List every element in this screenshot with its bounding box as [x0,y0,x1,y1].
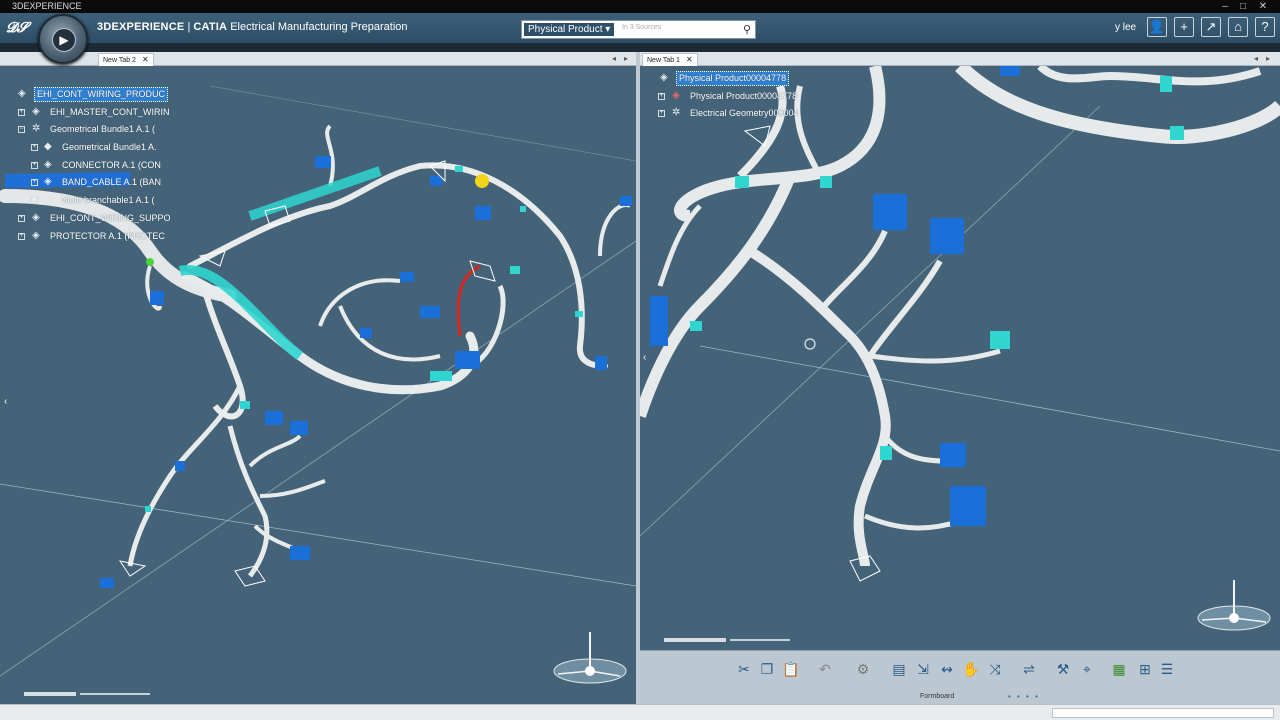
robot-compass-icon[interactable] [1196,576,1276,640]
product-icon: ◈ [32,229,40,241]
add-icon[interactable]: + [1174,17,1194,37]
window-title: 3DEXPERIENCE [12,1,82,11]
maximize-button[interactable]: □ [1239,1,1247,12]
search-input[interactable]: In 3 Sources [622,24,662,31]
action-bar: ✂ ❐ 📋 ↶ ⚙ ▤ ⇲ ↭ ✋ ⤨ ⇌ ⚒ ⌖ ▦ ⊞ ☰ Formboar… [640,650,1280,704]
tab-scroll-left-icon[interactable]: ◂ [1254,54,1259,63]
paste-icon[interactable]: 📋 [782,661,800,677]
geometry-icon: ✲ [672,107,681,119]
scrollbar-thumb[interactable] [24,692,76,696]
expand-icon[interactable]: + [31,179,38,187]
grid-icon[interactable]: ⊞ [1139,661,1151,677]
left-harness-model[interactable] [0,66,636,704]
table-icon[interactable]: ▤ [892,661,906,677]
scrollbar-thumb[interactable] [664,638,726,642]
branch-icon[interactable]: ⤨ [989,661,1001,677]
status-input-field[interactable] [1052,708,1274,718]
play-icon: ▶ [52,28,76,52]
connector-icon: ◈ [44,158,52,170]
product-icon: ◈ [32,105,40,117]
expand-icon[interactable]: + [658,92,665,100]
band-icon: ◈ [44,176,52,188]
search-box[interactable]: Physical Product ▾ In 3 Sources ⚲ [521,20,756,39]
right-pane: New Tab 1 ✕ ◂ ▸ [640,52,1280,704]
help-icon[interactable]: ? [1255,17,1275,37]
compass-button[interactable]: ▶ [38,14,88,64]
hand-icon[interactable]: ✋ [962,661,980,677]
right-harness-model[interactable] [640,61,1280,650]
scrollbar-track[interactable] [730,639,790,641]
right-3d-viewport[interactable]: ◈ Physical Product00004778 + ◈ Physical … [640,61,1280,704]
product-icon: ◈ [32,211,40,223]
ds-logo-icon: 𝓓𝓢 [6,19,28,35]
tab-new-tab-2[interactable]: New Tab 2 ✕ [98,53,154,66]
tab-scroll-left-icon[interactable]: ◂ [612,54,617,63]
top-bar: 𝓓𝓢 3DEXPERIENCE | CATIA Electrical Manuf… [0,13,1280,44]
collapse-icon[interactable]: − [18,126,25,134]
left-pane: New Tab 2 ✕ ◂ ▸ [0,52,636,704]
select-icon[interactable]: ⇲ [917,661,929,677]
panel-toggle-left-icon[interactable]: ‹ [643,352,647,363]
expand-icon[interactable]: + [658,110,665,118]
action-bar-pager[interactable]: • • • • [1008,692,1040,701]
home-icon[interactable]: ⌂ [1228,17,1248,37]
gear-icon[interactable]: ⚙ [856,661,870,677]
bundle-icon: ◆ [44,141,52,153]
list-icon[interactable]: ☰ [1160,661,1174,677]
app-brand: 3DEXPERIENCE | CATIA Electrical Manufact… [97,21,408,33]
expand-icon[interactable]: + [31,144,38,152]
right-tabstrip: New Tab 1 ✕ ◂ ▸ [640,52,1280,66]
expand-icon[interactable]: + [31,161,38,169]
robot-compass-icon[interactable] [552,626,632,690]
panel-toggle-left-icon[interactable]: ‹ [4,396,8,407]
action-bar-section-label[interactable]: Formboard [920,693,955,700]
left-3d-viewport[interactable]: ◈ EHI_CONT_WIRING_PRODUC + ◈ EHI_MASTER_… [0,66,636,704]
product-icon: ◈ [660,72,668,83]
branch-icon: ⑂ [44,194,50,206]
status-bar [0,704,1280,720]
search-scope-dropdown[interactable]: Physical Product ▾ [524,23,615,36]
tool-icon[interactable]: ⚒ [1056,661,1070,677]
expand-icon[interactable]: + [31,197,38,205]
undo-icon[interactable]: ↶ [819,661,831,677]
cut-icon[interactable]: ✂ [738,661,750,677]
color-icon[interactable]: ▦ [1112,661,1126,677]
close-tab-icon[interactable]: ✕ [685,55,693,64]
expand-icon[interactable]: + [18,108,25,116]
window-titlebar: 3DEXPERIENCE – □ ✕ [0,0,1280,13]
brand-catia: CATIA [193,21,228,33]
copy-icon[interactable]: ❐ [760,661,774,677]
measure-icon[interactable]: ⌖ [1083,661,1091,677]
product-icon: ◈ [18,88,26,99]
scrollbar-track[interactable] [80,693,150,695]
minimize-button[interactable]: – [1222,1,1228,12]
app-name: Electrical Manufacturing Preparation [230,21,408,33]
flatten-icon[interactable]: ⇌ [1023,661,1035,677]
share-icon[interactable]: ↗ [1201,17,1221,37]
user-name[interactable]: y lee [1115,22,1137,33]
pane-divider[interactable] [636,52,640,704]
left-tabstrip: New Tab 2 ✕ ◂ ▸ [0,52,636,66]
route-icon[interactable]: ↭ [941,661,953,677]
expand-icon[interactable]: + [18,214,25,222]
user-icon[interactable]: 👤 [1147,17,1167,37]
tab-scroll-right-icon[interactable]: ▸ [624,54,629,63]
tab-scroll-right-icon[interactable]: ▸ [1266,54,1271,63]
bundle-icon: ✲ [32,123,41,135]
brand-3dexperience: 3DEXPERIENCE [97,21,185,33]
search-icon[interactable]: ⚲ [742,24,751,36]
product-icon: ◈ [672,89,680,101]
tab-new-tab-1[interactable]: New Tab 1 ✕ [642,53,698,66]
close-button[interactable]: ✕ [1258,1,1268,12]
close-tab-icon[interactable]: ✕ [141,55,149,64]
expand-icon[interactable]: + [18,232,25,240]
